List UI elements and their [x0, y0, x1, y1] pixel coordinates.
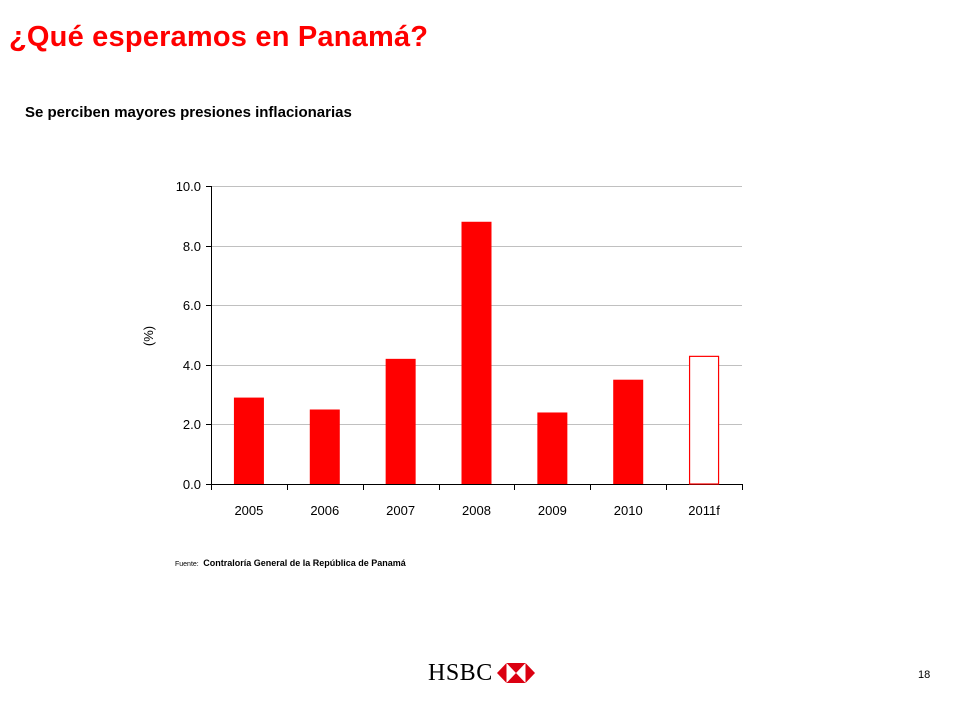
y-tick-label: 0.0 [183, 477, 201, 492]
bar-2010 [613, 379, 644, 484]
page-number: 18 [918, 669, 931, 681]
bars [233, 221, 720, 485]
tick-labels: 0.0 2.0 4.0 6.0 8.0 10.0 2005 2006 2007 2008 2009 2… [176, 179, 721, 518]
slide-subtitle: Se perciben mayores presiones inflaciona… [25, 104, 352, 121]
y-axis-label: (%) [141, 326, 156, 346]
source-note: Fuente: Contraloría General de la Repúbl… [175, 553, 406, 571]
bar-2007 [385, 358, 416, 484]
hsbc-hexagon-icon [496, 663, 535, 683]
y-tick-label: 4.0 [183, 358, 201, 373]
y-tick-label: 2.0 [183, 417, 201, 432]
bar-2009 [537, 412, 568, 484]
y-tick-label: 10.0 [176, 179, 201, 194]
x-tick-label: 2005 [234, 503, 263, 518]
x-tick-label: 2007 [386, 503, 415, 518]
y-tick-label: 8.0 [183, 239, 201, 254]
bar-2006 [309, 409, 340, 484]
bar-2011f [688, 355, 720, 485]
bar-2005 [233, 397, 264, 484]
logo-text: HSBC [428, 660, 493, 686]
x-tick-label: 2011f [688, 503, 720, 518]
source-text: Contraloría General de la República de P… [203, 558, 406, 568]
hsbc-logo: HSBC [428, 661, 535, 685]
y-tick-label: 6.0 [183, 298, 201, 313]
axes [206, 186, 743, 490]
bar-2008 [461, 221, 492, 484]
x-tick-label: 2008 [462, 503, 491, 518]
source-label: Fuente: [175, 561, 199, 568]
x-tick-label: 2006 [310, 503, 339, 518]
x-tick-label: 2009 [538, 503, 567, 518]
page-title: ¿Qué esperamos en Panamá? [9, 21, 429, 53]
x-tick-label: 2010 [614, 503, 643, 518]
